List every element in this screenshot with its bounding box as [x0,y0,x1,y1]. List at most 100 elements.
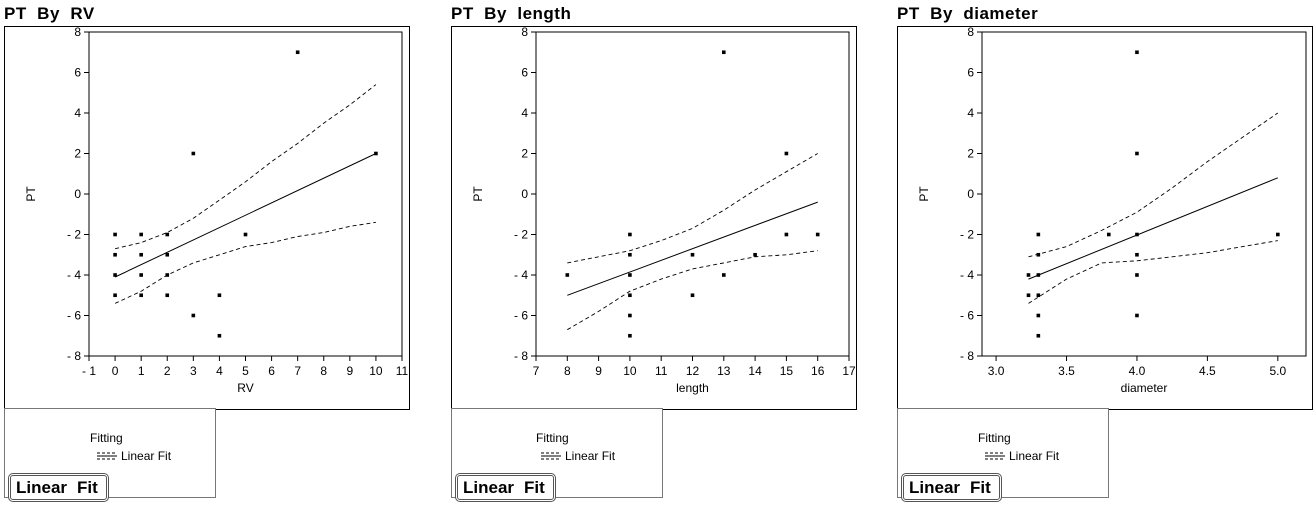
legend-label: Linear Fit [121,449,172,463]
x-axis-label: RV [237,381,253,395]
x-tick-label: 7 [294,364,301,378]
chart-panel-pt-by-rv: PT By RV - 8 - 6 - 4 - 2 0 2 4 6 8 - 1 0 1 2 3 4 5 6 7 8 9 1… [0,0,420,508]
x-tick-label: 3.5 [1058,364,1075,378]
data-point [1026,293,1031,298]
x-tick-label: 0 [112,364,119,378]
x-tick-label: 5 [242,364,249,378]
data-point [784,151,789,156]
chart-title: PT By length [451,4,572,23]
x-tick-label: 12 [686,364,700,378]
data-point [139,273,143,277]
data-point [1135,151,1139,156]
y-tick-label: - 8 [67,349,81,363]
x-tick-label: 11 [655,364,668,378]
linear-word: Linear [463,478,515,497]
fitting-label: Fitting [536,431,569,445]
fitting-label: Fitting [90,431,123,445]
data-point [191,151,196,156]
data-point [1036,333,1041,338]
x-tick-label: 13 [717,364,731,378]
linear-fit-button[interactable]: Linear Fit [8,473,109,502]
data-point [295,50,300,55]
y-axis-label: PT [24,186,38,202]
x-tick-label: 9 [346,364,353,378]
data-point [1036,293,1041,298]
y-tick-label: 8 [521,27,528,39]
data-point [1036,232,1041,237]
x-tick-label: 8 [564,364,571,378]
confidence-upper-line [567,153,818,264]
chart-title: PT By RV [4,4,95,23]
data-point [722,273,726,277]
linear-fit-button[interactable]: Linear Fit [455,473,556,502]
data-point [628,293,632,298]
y-tick-label: 8 [74,27,81,39]
x-tick-label: 15 [780,364,794,378]
data-point [217,293,222,298]
data-point [113,252,117,257]
data-point [628,232,632,237]
y-tick-label: - 8 [514,349,528,363]
data-point [113,273,117,277]
confidence-lower-line [114,221,376,304]
data-point [1135,313,1139,318]
data-point [628,252,632,257]
confidence-upper-line [114,84,377,250]
x-tick-label: 6 [268,364,275,378]
data-point [628,273,632,277]
y-tick-label: - 2 [514,228,528,242]
data-point [1036,313,1041,318]
y-axis-label: PT [471,186,485,202]
legend-linear-fit[interactable]: Linear Fit [96,449,171,463]
y-tick-label: 0 [74,187,81,201]
scatter-plot-rv[interactable]: - 8 - 6 - 4 - 2 0 2 4 6 8 - 1 0 1 2 3 4 5 6 7 8 9 10 11 RV PT [5,27,409,409]
data-point [784,232,789,237]
x-axis-label: diameter [1121,381,1168,395]
data-point [113,232,117,237]
x-tick-label: 2 [164,364,171,378]
x-tick-label: 3 [190,364,197,378]
x-tick-label: 4.5 [1199,364,1216,378]
linear-word: Linear [909,478,961,497]
scatter-plot-length[interactable]: - 8 - 6 - 4 - 2 0 2 4 6 8 7 8 9 10 11 12 13 14 15 16 17 leng… [452,27,856,409]
legend-linear-fit[interactable]: Linear Fit [984,449,1059,463]
y-tick-label: 0 [967,187,974,201]
y-tick-label: - 6 [514,309,528,323]
data-point [722,50,726,55]
fit-line [567,201,818,296]
y-tick-label: 6 [74,66,81,80]
data-point [1135,273,1139,277]
plot-area [981,31,1307,357]
fit-word: Fit [524,478,545,497]
data-point [139,252,143,257]
x-tick-label: 16 [811,364,825,378]
fit-word: Fit [970,478,991,497]
x-tick-label: 4 [216,364,223,378]
confidence-lower-line [567,250,818,331]
y-tick-label: 4 [74,106,81,120]
y-tick-label: - 2 [67,228,81,242]
scatter-plot-diameter[interactable]: - 8 - 6 - 4 - 2 0 2 4 6 8 3.0 3.5 4.0 4.5 5.0 diameter… [898,27,1312,409]
data-point [165,293,170,298]
linear-fit-button[interactable]: Linear Fit [901,473,1002,502]
x-tick-label: 4.0 [1129,364,1146,378]
data-point [690,252,695,257]
y-tick-label: - 6 [960,309,974,323]
y-tick-label: 8 [967,27,974,39]
y-tick-label: - 2 [960,228,974,242]
legend-label: Linear Fit [1009,449,1060,463]
plot-frame: - 8 - 6 - 4 - 2 0 2 4 6 8 3.0 3.5 4.0 4.5 5.0 diameter… [897,26,1313,410]
legend-linear-fit[interactable]: Linear Fit [540,449,615,463]
x-tick-label: 1 [138,364,145,378]
data-point [628,333,632,338]
fitting-label: Fitting [978,431,1011,445]
plot-frame: - 8 - 6 - 4 - 2 0 2 4 6 8 7 8 9 10 11 12 13 14 15 16 17 leng… [451,26,857,410]
x-axis-label: length [676,381,709,395]
data-point [1106,232,1111,237]
data-point [374,151,378,156]
data-point [1036,273,1041,277]
data-point [628,313,632,318]
x-tick-label: 8 [320,364,327,378]
plot-frame: - 8 - 6 - 4 - 2 0 2 4 6 8 - 1 0 1 2 3 4 5 6 7 8 9 10 11 RV PT [4,26,410,410]
x-tick-label: 7 [533,364,540,378]
